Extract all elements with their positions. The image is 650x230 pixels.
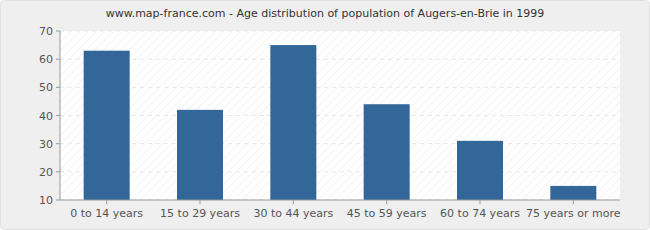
plot-hatch	[60, 31, 620, 200]
y-tick	[56, 143, 60, 144]
bar	[177, 110, 223, 200]
grid-line	[60, 143, 620, 144]
x-tick	[293, 200, 294, 204]
chart-svg: www.map-france.com - Age distribution of…	[0, 0, 650, 230]
grid-line	[60, 59, 620, 60]
x-tick	[573, 200, 574, 204]
x-tick	[106, 200, 107, 204]
y-tick-label: 30	[39, 138, 53, 151]
y-tick-label: 20	[39, 166, 53, 179]
y-tick-label: 10	[39, 194, 53, 207]
y-tick	[56, 31, 60, 32]
background	[1, 1, 650, 230]
x-tick-label: 45 to 59 years	[347, 207, 427, 220]
plot-area	[60, 31, 620, 200]
y-tick	[56, 200, 60, 201]
bar	[364, 104, 410, 200]
x-tick-label: 0 to 14 years	[70, 207, 143, 220]
x-tick	[480, 200, 481, 204]
grid-line	[60, 87, 620, 88]
y-tick	[56, 171, 60, 172]
x-tick-label: 15 to 29 years	[160, 207, 240, 220]
title: www.map-france.com - Age distribution of…	[106, 7, 545, 20]
grid-line	[60, 115, 620, 116]
x-tick-label: 30 to 44 years	[253, 207, 333, 220]
bar	[457, 141, 503, 200]
y-tick-label: 60	[39, 53, 53, 66]
bar	[270, 45, 316, 200]
bar	[550, 186, 596, 200]
y-tick-label: 50	[39, 81, 53, 94]
grid-line	[60, 31, 620, 32]
x-tick	[386, 200, 387, 204]
x-tick	[200, 200, 201, 204]
chart-container: www.map-france.com - Age distribution of…	[0, 0, 650, 230]
x-axis	[60, 200, 620, 201]
y-tick	[56, 59, 60, 60]
grid-line	[60, 200, 620, 201]
y-tick	[56, 87, 60, 88]
bar	[84, 51, 130, 200]
y-axis	[60, 31, 61, 200]
y-tick	[56, 115, 60, 116]
grid-line	[60, 171, 620, 172]
x-tick-label: 75 years or more	[526, 207, 621, 220]
bars	[84, 45, 597, 200]
x-tick-label: 60 to 74 years	[440, 207, 520, 220]
y-tick-label: 70	[39, 25, 53, 38]
y-tick-label: 40	[39, 110, 53, 123]
